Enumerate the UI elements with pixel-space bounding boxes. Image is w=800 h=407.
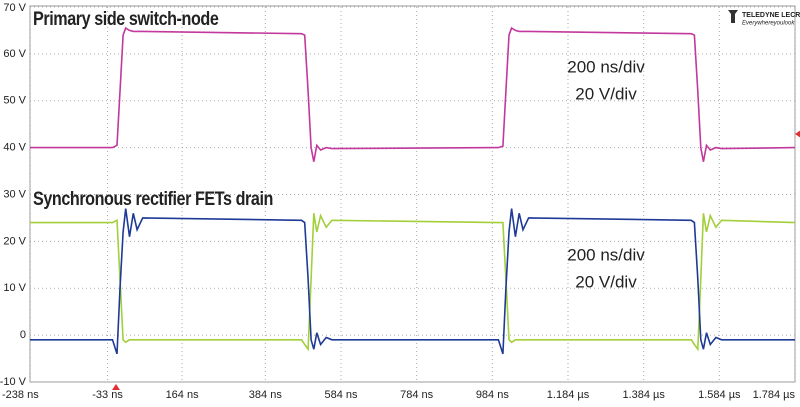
y-tick-label: -10 V (0, 376, 27, 388)
scale-note: 20 V/div (575, 84, 637, 103)
x-tick-label: -238 ns (2, 389, 39, 401)
brand-tagline: Everywhereyoulook (742, 21, 795, 27)
x-tick-label: 1.784 µs (753, 389, 796, 401)
traces (30, 26, 796, 355)
x-tick-label: 584 ns (324, 389, 358, 401)
y-tick-label: 40 V (3, 142, 26, 154)
scale-note: 200 ns/div (567, 57, 645, 76)
y-tick-label: 50 V (3, 95, 26, 107)
trace (30, 213, 796, 352)
trigger-marker (112, 384, 120, 390)
scale-note: 200 ns/div (567, 245, 645, 264)
y-tick-label: 20 V (3, 235, 26, 247)
x-tick-label: 384 ns (249, 389, 283, 401)
brand-icon (728, 10, 738, 23)
y-tick-label: 0 (20, 329, 26, 341)
x-tick-label: 1.584 µs (698, 389, 741, 401)
trace (30, 26, 796, 162)
y-tick-label: 60 V (3, 48, 26, 60)
trace (30, 208, 795, 355)
grid (29, 6, 796, 383)
y-tick-label: 30 V (3, 188, 26, 200)
y-tick-label: 70 V (3, 2, 26, 14)
plot-frame (29, 5, 796, 383)
x-tick-label: -33 ns (92, 389, 123, 401)
scale-note: 20 V/div (575, 272, 637, 291)
x-tick-label: 1.184 µs (547, 389, 590, 401)
x-tick-label: 984 ns (476, 389, 510, 401)
y-tick-label: 10 V (3, 282, 26, 294)
trace-title: Synchronous rectifier FETs drain (33, 188, 273, 210)
trace-title: Primary side switch-node (33, 8, 219, 30)
x-tick-label: 784 ns (400, 389, 434, 401)
level-marker (795, 130, 800, 138)
x-tick-label: 1.384 µs (622, 389, 665, 401)
x-tick-label: 164 ns (166, 389, 200, 401)
brand-logo: TELEDYNE LECROY (742, 12, 800, 19)
